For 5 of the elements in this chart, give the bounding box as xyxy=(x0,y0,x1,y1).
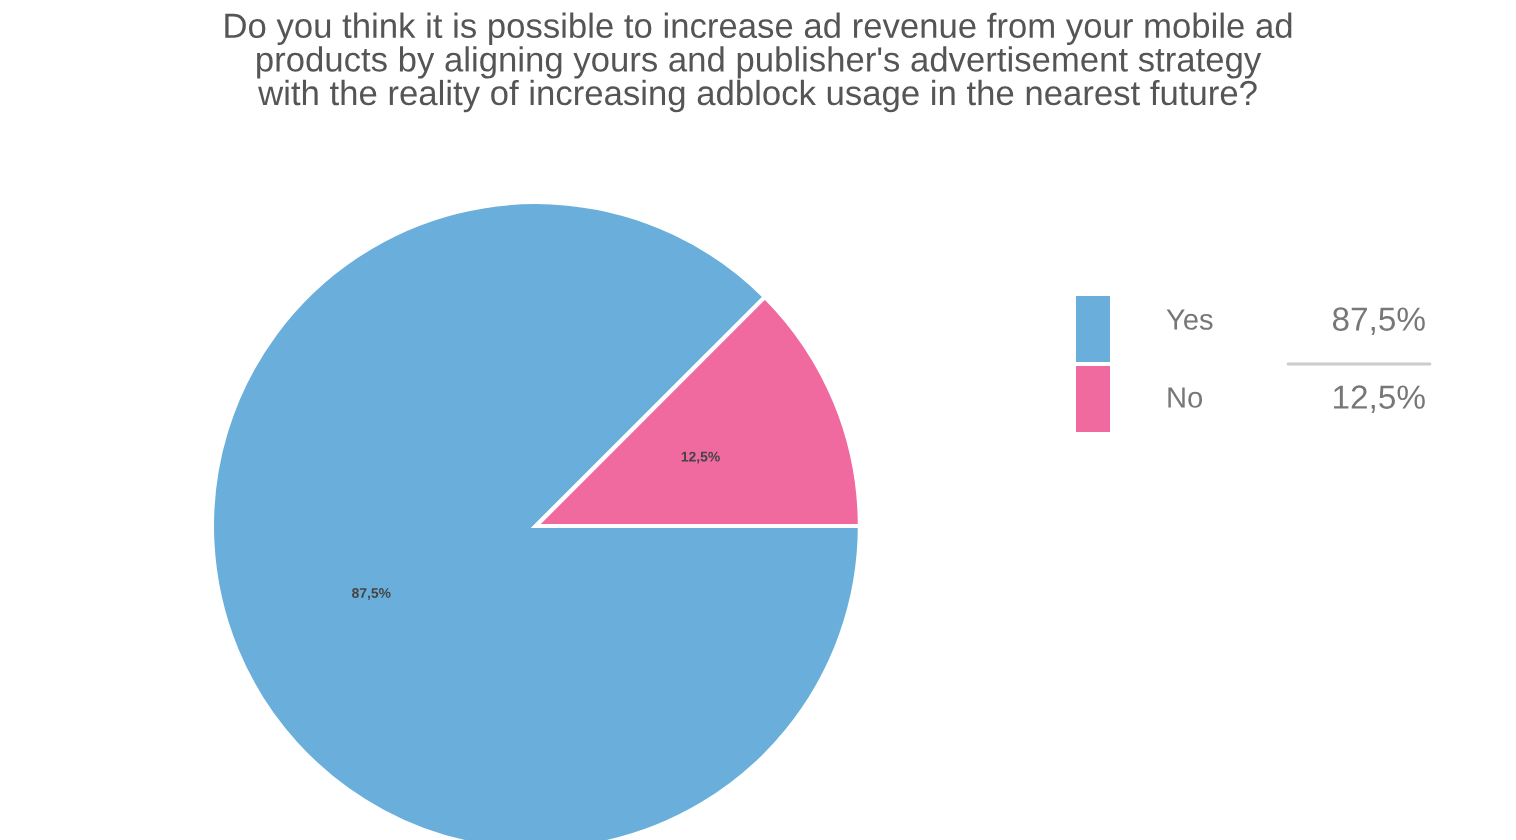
legend-label: No xyxy=(1168,387,1203,408)
legend-label: Yes xyxy=(1166,309,1213,330)
text: 12,5% xyxy=(1334,385,1425,413)
text: 87,5% xyxy=(1332,307,1425,335)
chart-title: Do you think it is possible to increase ad revenue from your mobile ad products by aligning yours and publisher's advertisement strategy with the reality of increasing adblock usage in the nearest future? xyxy=(225,12,1292,113)
